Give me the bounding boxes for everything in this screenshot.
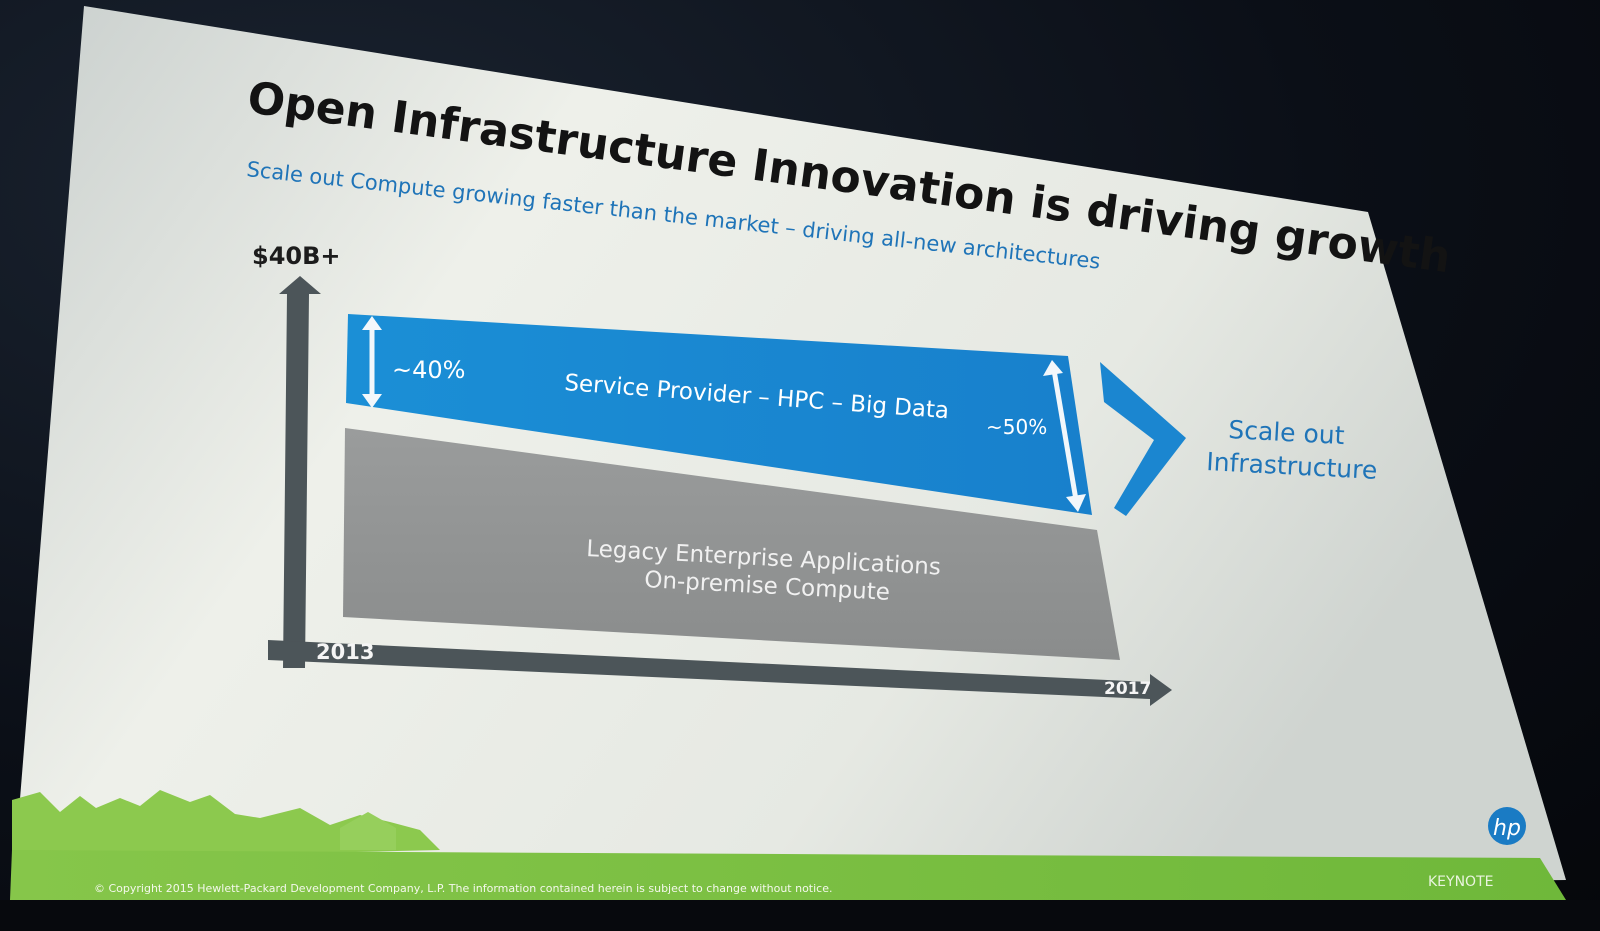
- x-axis-start-label: 2013: [316, 640, 374, 664]
- left-share-arrow: [362, 316, 382, 408]
- y-axis: [279, 276, 321, 668]
- chevron-right-icon: [1100, 362, 1186, 516]
- x-axis-end-label: 2017: [1104, 679, 1151, 699]
- left-share-label: ~40%: [392, 356, 465, 384]
- y-axis-top-label: $40B+: [252, 242, 341, 270]
- right-share-arrow: [1043, 360, 1086, 512]
- footer-skyline: [12, 790, 440, 860]
- x-axis: [268, 640, 1172, 706]
- hp-logo-icon: hp: [1488, 807, 1526, 845]
- screen-bottom-edge: [0, 900, 1600, 931]
- scale-out-label-line1: Scale out: [1228, 415, 1346, 450]
- legacy-band: [343, 428, 1120, 660]
- right-share-label: ~50%: [986, 415, 1047, 439]
- keynote-label: KEYNOTE: [1428, 874, 1493, 890]
- service-provider-band: [346, 314, 1092, 515]
- footer-band: [10, 850, 1566, 900]
- footer-copyright: © Copyright 2015 Hewlett-Packard Develop…: [94, 882, 832, 895]
- svg-text:hp: hp: [1493, 816, 1521, 841]
